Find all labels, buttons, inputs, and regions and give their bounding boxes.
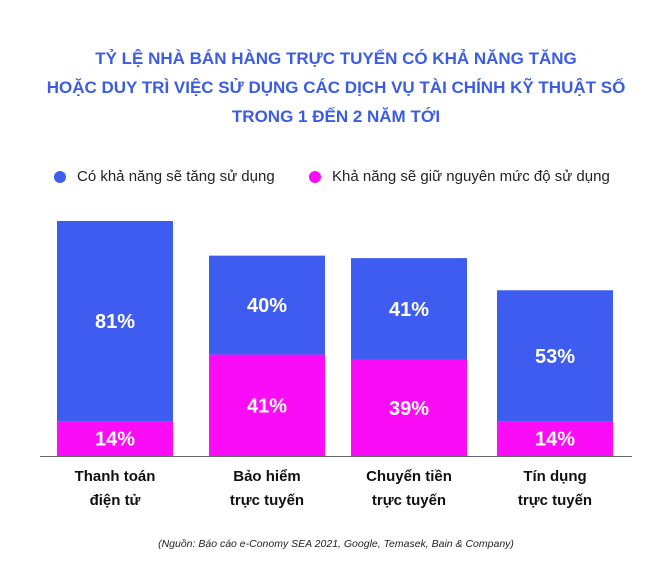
bar-segment-maintain xyxy=(497,421,613,456)
legend-label-maintain: Khả năng sẽ giữ nguyên mức độ sử dụng xyxy=(332,168,610,185)
category-label: Bảo hiểm xyxy=(233,468,301,485)
chart-title-line: HOẶC DUY TRÌ VIỆC SỬ DỤNG CÁC DỊCH VỤ TÀ… xyxy=(46,78,626,97)
chart-title: TỶ LỆ NHÀ BÁN HÀNG TRỰC TUYẾN CÓ KHẢ NĂN… xyxy=(0,44,672,131)
bar-segment-increase xyxy=(209,255,325,355)
category-label: trực tuyến xyxy=(230,492,304,509)
category-label: Tín dụng xyxy=(523,468,586,485)
category-label: trực tuyến xyxy=(372,492,446,509)
data-label: 14% xyxy=(95,429,135,451)
legend-swatch-increase xyxy=(54,170,66,183)
category-label: trực tuyến xyxy=(518,492,592,509)
bar-segment-increase xyxy=(351,258,467,360)
legend-item-maintain: Khả năng sẽ giữ nguyên mức độ sử dụng xyxy=(309,168,610,185)
chart-title-line: TRONG 1 ĐẾN 2 NĂM TỚI xyxy=(231,107,441,126)
chart-legend: Có khả năng sẽ tăng sử dụng Khả năng sẽ … xyxy=(0,168,672,192)
bar-segment-increase xyxy=(497,290,613,422)
data-label: 41% xyxy=(389,299,429,321)
legend-item-increase: Có khả năng sẽ tăng sử dụng xyxy=(54,168,275,185)
bar-segment-increase xyxy=(57,221,173,422)
data-label: 53% xyxy=(535,346,575,368)
data-label: 40% xyxy=(247,295,287,317)
data-label: 14% xyxy=(535,429,575,451)
bar-segment-maintain xyxy=(209,354,325,456)
bar-segment-maintain xyxy=(57,421,173,456)
legend-label-increase: Có khả năng sẽ tăng sử dụng xyxy=(77,168,275,185)
category-label: điện tử xyxy=(90,492,141,509)
legend-swatch-maintain xyxy=(309,170,321,183)
data-label: 39% xyxy=(389,398,429,420)
data-label: 81% xyxy=(95,311,135,333)
source-note: (Nguồn: Báo cáo e-Conomy SEA 2021, Googl… xyxy=(158,538,514,550)
chart-title-line: TỶ LỆ NHÀ BÁN HÀNG TRỰC TUYẾN CÓ KHẢ NĂN… xyxy=(95,49,577,68)
bar-segment-maintain xyxy=(351,359,467,456)
data-label: 41% xyxy=(247,395,287,417)
category-label: Thanh toán xyxy=(75,468,156,485)
category-label: Chuyển tiền xyxy=(366,468,452,485)
